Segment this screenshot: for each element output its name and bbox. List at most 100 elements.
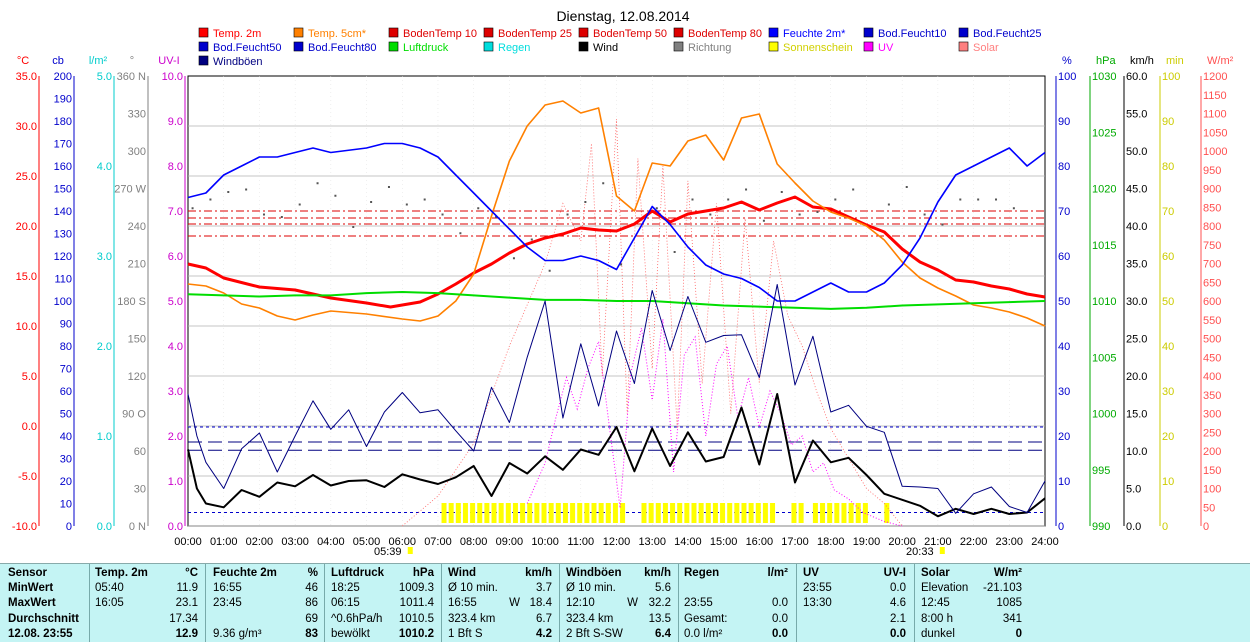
- legend-swatch: [483, 41, 494, 52]
- sunshine-bar: [591, 503, 597, 523]
- chart-title: Dienstag, 12.08.2014: [556, 8, 689, 24]
- axis-tick-label: 0.0: [97, 521, 112, 533]
- sunshine-bar: [577, 503, 583, 523]
- temp-col-right: °C 11.9 23.1 17.34 12.9: [150, 566, 198, 642]
- axis-tick-label: 50: [1203, 502, 1215, 514]
- sunshine-bar: [720, 503, 726, 523]
- axis-tick-label: 15.0: [1126, 409, 1147, 421]
- uv-current-value: 0.0: [890, 627, 906, 640]
- axis-tick-label: 7.0: [168, 206, 183, 218]
- wind-direction-point: [245, 188, 248, 191]
- header-solar: Solar: [921, 567, 950, 579]
- wind-direction-point: [941, 223, 944, 226]
- legend-label: BodenTemp 50: [593, 28, 667, 40]
- axis-tick-label: 100: [1162, 71, 1180, 83]
- legend-label: Bod.Feucht10: [878, 28, 947, 40]
- uv-current-note: [803, 627, 853, 642]
- x-tick-label: 09:00: [496, 536, 524, 548]
- legend-label: Sonnenschein: [783, 42, 853, 54]
- axis-tick-label: 180: [54, 116, 72, 128]
- wind-direction-point: [512, 257, 515, 260]
- summary-table: Sensor MinWert MaxWert Durchschnitt 12.0…: [0, 563, 1250, 642]
- axis-tick-label: 1015: [1092, 240, 1116, 252]
- feuchte-col-right: % 46 86 69 83: [286, 566, 318, 642]
- axis-tick-label: 60: [1162, 251, 1174, 263]
- sunshine-bar: [662, 503, 668, 523]
- boeen-distance: 323.4 km: [566, 612, 614, 625]
- axis-tick-label: 0.0: [168, 521, 183, 533]
- sunshine-bar: [462, 503, 468, 523]
- series-luftdruck: [187, 291, 1046, 310]
- axis-tick-label: 40: [60, 431, 72, 443]
- boeen-max-dir: W: [627, 597, 638, 610]
- wind-direction-point: [316, 182, 319, 185]
- row-label-max: MaxWert: [8, 597, 56, 610]
- boeen-col-dir: W: [624, 566, 638, 642]
- solar-current-value: 0: [1015, 627, 1022, 640]
- sunshine-bar: [620, 503, 626, 523]
- sunshine-bar: [748, 503, 754, 523]
- legend-label: BodenTemp 10: [403, 28, 477, 40]
- legend-item: Luftdruck: [388, 41, 449, 54]
- wind-direction-point: [495, 216, 498, 218]
- axis-tick-label: 100: [1203, 484, 1221, 496]
- sunshine-bar: [584, 503, 590, 523]
- luftdruck-current-value: 1010.2: [398, 627, 434, 640]
- axis-tick-label: 3.0: [168, 386, 183, 398]
- legend-swatch: [388, 27, 399, 38]
- axis-tick-label: 6.0: [168, 251, 183, 263]
- x-tick-label: 16:00: [746, 536, 774, 548]
- axis-tick-label: 400: [1203, 371, 1221, 383]
- solar-col-left: Solar Elevation 12:45 8:00 h dunkel: [921, 566, 985, 642]
- sunshine-bar: [527, 503, 533, 523]
- luftdruck-max-value: 1011.4: [399, 597, 434, 610]
- wind-direction-point: [530, 238, 533, 241]
- axis-tick-label: 20: [60, 476, 72, 488]
- legend-swatch: [958, 27, 969, 38]
- legend-label: Regen: [498, 42, 530, 54]
- temp-min-time: 05:40: [95, 582, 124, 595]
- sunshine-bar: [441, 503, 447, 523]
- feuchte-min-time: 16:55: [213, 582, 242, 595]
- axis-tick-label: 200: [54, 71, 72, 83]
- solar-sunshine-hours: 8:00 h: [921, 612, 953, 625]
- wind-direction-point: [620, 263, 623, 266]
- wind-direction-point: [459, 232, 462, 235]
- axis-tick-label: 1050: [1203, 127, 1227, 139]
- feuchte-col-left: Feuchte 2m 16:55 23:45 9.36 g/m³: [213, 566, 283, 642]
- axis-temp: °C 35.0 30.0 25.0 20.0 15.0 10.0 5.0 0.0 -5.0 -10.…: [12, 55, 40, 533]
- axis-tick-label: 800: [1203, 221, 1221, 233]
- unit-windboeen: km/h: [644, 567, 671, 579]
- axis-tick-label: 5.0: [1126, 484, 1141, 496]
- luftdruck-col-right: hPa 1009.3 1011.4 1010.5 1010.2: [388, 566, 434, 642]
- sunshine-bar: [862, 503, 868, 523]
- series-wind: [187, 393, 1046, 518]
- wind-direction-point: [423, 198, 426, 201]
- axis-tick-label: 10: [1162, 476, 1174, 488]
- axis-tick-label: 0.0: [22, 421, 37, 433]
- axis-tick-label: 200: [1203, 446, 1221, 458]
- legend-label: Solar: [973, 42, 999, 54]
- legend-item: Bod.Feucht25: [958, 27, 1042, 40]
- sunshine-bar: [705, 503, 711, 523]
- axis-tick-label: 20.0: [16, 221, 37, 233]
- legend-item: BodenTemp 10: [388, 27, 477, 40]
- x-tick-label: 02:00: [246, 536, 274, 548]
- wind-max-value: 18.4: [529, 597, 552, 610]
- legend-label: Feuchte 2m*: [783, 28, 846, 40]
- axis-tick-label: 350: [1203, 390, 1221, 402]
- sunshine-bar: [762, 503, 768, 523]
- legend-item: Sonnenschein: [768, 41, 853, 54]
- legend-swatch: [863, 41, 874, 52]
- axis-tick-label: 90 O: [122, 409, 146, 421]
- axis-tick-label: 9.0: [168, 116, 183, 128]
- axis-tick-label: 8.0: [168, 161, 183, 173]
- axis-tick-label: 90: [60, 319, 72, 331]
- wind-max-time: 16:55: [448, 597, 477, 610]
- axis-tick-label: 30.0: [16, 121, 37, 133]
- axis-tick-label: 300: [128, 146, 146, 158]
- axis-tick-label: 80: [1058, 161, 1070, 173]
- axis-tick-label: 150: [54, 184, 72, 196]
- axis-unit-label: min: [1166, 55, 1184, 67]
